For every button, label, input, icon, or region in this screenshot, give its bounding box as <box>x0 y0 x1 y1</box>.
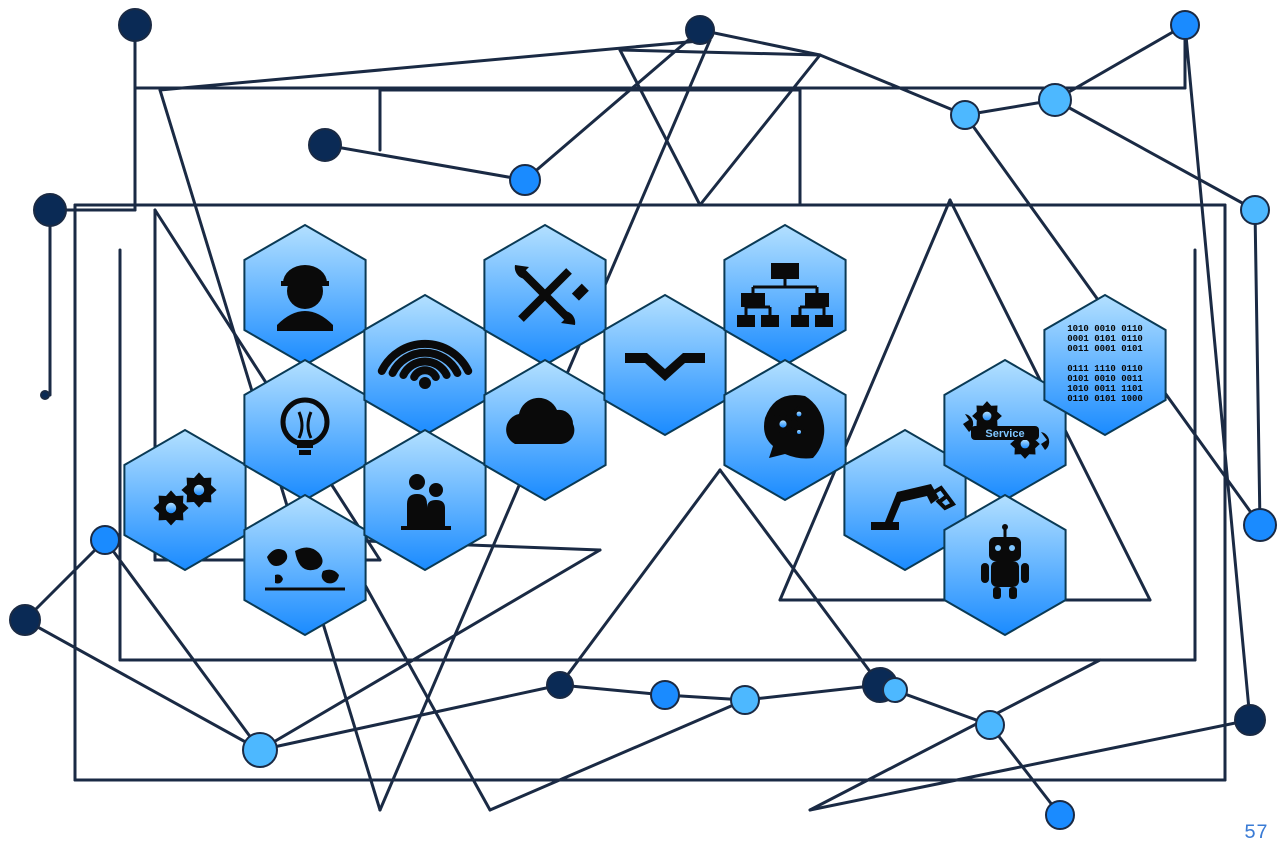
hex-people <box>364 430 485 570</box>
hex-gears <box>124 430 245 570</box>
net-line <box>1255 210 1260 525</box>
svg-text:0011 0001 0101: 0011 0001 0101 <box>1067 344 1143 354</box>
net-line <box>490 700 745 810</box>
net-line <box>25 540 105 620</box>
net-node <box>1046 801 1074 829</box>
net-line <box>560 685 665 695</box>
net-node <box>41 391 49 399</box>
net-node <box>243 733 277 767</box>
hex-bulb <box>244 360 365 500</box>
net-line <box>325 145 525 180</box>
net-line <box>810 660 1100 810</box>
hex-wifi <box>364 295 485 435</box>
net-line <box>560 470 720 685</box>
net-node <box>976 711 1004 739</box>
net-node <box>651 681 679 709</box>
hex-handshake <box>604 295 725 435</box>
net-line <box>810 720 1250 810</box>
industry-network-diagram: Service 1010 0010 01100001 0101 01100011 … <box>0 0 1280 853</box>
net-node <box>510 165 540 195</box>
net-node <box>686 16 714 44</box>
svg-text:0101 0010 0011: 0101 0010 0011 <box>1067 374 1143 384</box>
net-line <box>525 30 700 180</box>
net-node <box>1244 509 1276 541</box>
net-line <box>620 50 820 55</box>
hex-cloud <box>484 360 605 500</box>
signature-label: 57 <box>1244 822 1268 845</box>
net-line <box>1055 100 1255 210</box>
net-node <box>1235 705 1265 735</box>
net-line <box>745 685 880 700</box>
net-line <box>700 55 820 205</box>
net-node <box>1241 196 1269 224</box>
hex-orgchart <box>724 225 845 365</box>
net-line <box>105 540 260 750</box>
net-line <box>25 620 260 750</box>
net-line <box>620 50 700 205</box>
net-node <box>309 129 341 161</box>
net-line <box>820 55 965 115</box>
svg-text:1010 0010 0110: 1010 0010 0110 <box>1067 324 1143 334</box>
hexagon-tiles: Service 1010 0010 01100001 0101 01100011 … <box>124 225 1165 635</box>
svg-text:0111 1110 0110: 0111 1110 0110 <box>1067 364 1143 374</box>
net-node <box>547 672 573 698</box>
hex-tools <box>484 225 605 365</box>
net-node <box>883 678 907 702</box>
net-node <box>951 101 979 129</box>
svg-text:0110 0101 1000: 0110 0101 1000 <box>1067 394 1143 404</box>
hex-headgears <box>724 360 845 500</box>
svg-text:1010 0011 1101: 1010 0011 1101 <box>1067 384 1143 394</box>
net-node <box>1171 11 1199 39</box>
net-node <box>731 686 759 714</box>
net-node <box>119 9 151 41</box>
net-node <box>10 605 40 635</box>
svg-text:0001 0101 0110: 0001 0101 0110 <box>1067 334 1143 344</box>
svg-text:Service: Service <box>985 428 1024 440</box>
net-node <box>34 194 66 226</box>
net-node <box>91 526 119 554</box>
hex-worldmap <box>244 495 365 635</box>
hex-worker <box>244 225 365 365</box>
net-node <box>1039 84 1071 116</box>
